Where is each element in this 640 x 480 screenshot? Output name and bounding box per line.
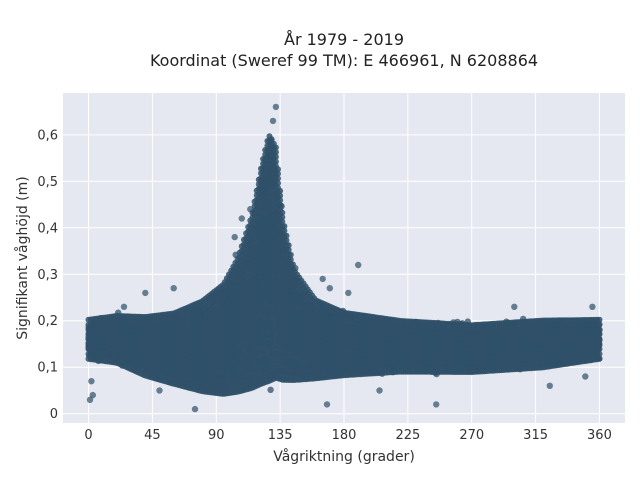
- scatter-point: [267, 386, 274, 393]
- scatter-points: [85, 103, 603, 413]
- chart-title-line2: Koordinat (Sweref 99 TM): E 466961, N 62…: [150, 51, 538, 70]
- chart-title-line1: År 1979 - 2019: [284, 30, 404, 49]
